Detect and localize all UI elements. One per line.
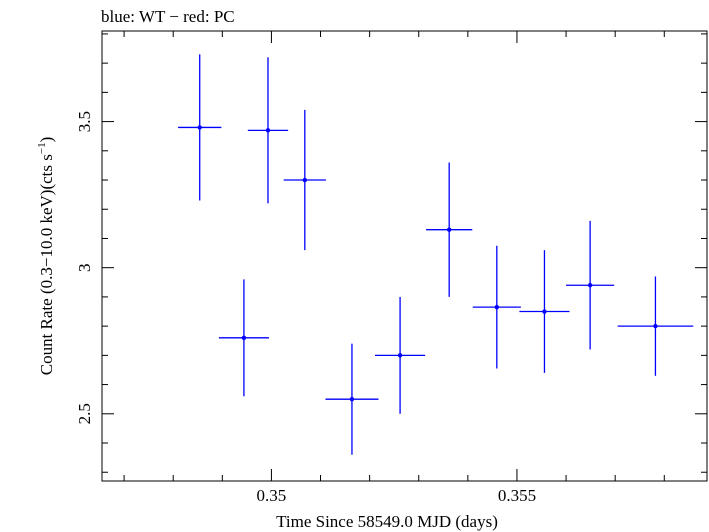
tick-labels: 0.35 0.355 2.5 3 3.5 [75, 111, 536, 505]
data-point [325, 343, 379, 455]
y-tick-label: 3 [75, 263, 94, 272]
data-point [566, 220, 615, 350]
data-marker [494, 304, 500, 310]
x-tick-label: 0.35 [257, 486, 287, 505]
chart-title: blue: WT − red: PC [101, 7, 235, 26]
data-points [178, 54, 694, 455]
data-marker [349, 396, 355, 402]
plot-frame [101, 30, 708, 482]
y-axis-label-superscript: −1 [36, 142, 48, 154]
data-marker [197, 125, 202, 130]
axis-ticks [102, 31, 707, 481]
y-axis-label-close: ) [37, 137, 56, 143]
data-marker [241, 335, 247, 341]
data-marker [542, 309, 547, 314]
data-point [375, 296, 426, 414]
y-tick-label: 3.5 [75, 111, 94, 132]
data-marker [265, 128, 271, 133]
data-point [472, 245, 521, 369]
data-point [247, 57, 289, 204]
y-axis-label-main: Count Rate (0.3−10.0 keV)(cts s [37, 154, 56, 375]
data-point [178, 54, 222, 201]
data-point [283, 109, 326, 251]
data-point [519, 250, 570, 373]
y-tick-label: 2.5 [75, 403, 94, 424]
data-point [426, 162, 473, 297]
data-point [218, 279, 269, 397]
x-axis-label: Time Since 58549.0 MJD (days) [276, 512, 498, 531]
data-marker [587, 283, 593, 288]
y-axis-label: Count Rate (0.3−10.0 keV)(cts s−1) [36, 137, 56, 376]
data-point [617, 276, 694, 376]
data-marker [397, 353, 403, 358]
x-tick-label: 0.355 [498, 486, 536, 505]
data-marker [302, 177, 308, 183]
data-marker [653, 323, 658, 329]
data-marker [446, 227, 452, 232]
